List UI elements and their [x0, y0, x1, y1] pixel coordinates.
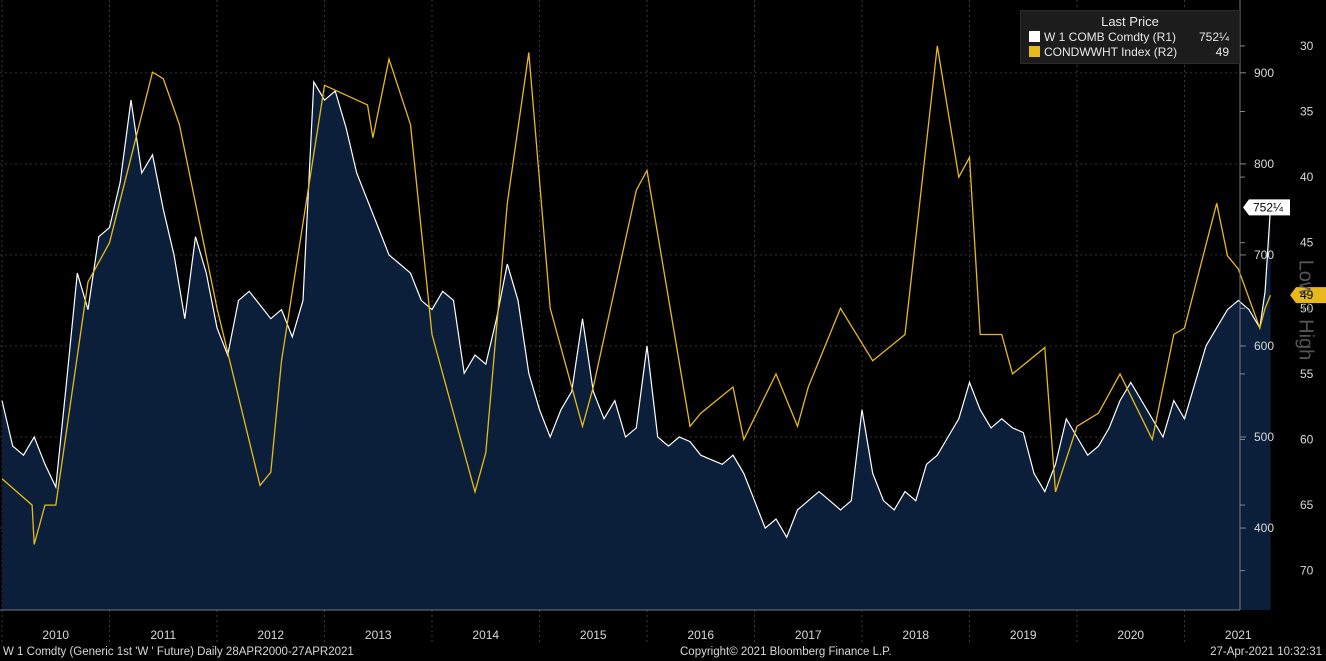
- r2-tick-label: 40: [1300, 170, 1314, 184]
- r2-tick-label: 70: [1300, 564, 1314, 578]
- last-price-tag-index: [1290, 287, 1326, 304]
- x-tick-label: 2017: [795, 628, 822, 642]
- x-tick-label: 2018: [902, 628, 929, 642]
- right-axis-r1: 400 500 600 700 800 900: [1240, 66, 1274, 535]
- legend-item-index-name: CONDWWHT Index (R2): [1044, 44, 1178, 59]
- r2-tick-label: 65: [1300, 498, 1314, 512]
- x-tick-label: 2021: [1225, 628, 1252, 642]
- footer-security-description: W 1 Comdty (Generic 1st 'W ' Future) Dai…: [3, 646, 354, 658]
- r2-tick-label: 55: [1300, 367, 1314, 381]
- r1-tick-label: 500: [1254, 430, 1274, 444]
- x-tick-label: 2020: [1117, 628, 1144, 642]
- legend: Last Price W 1 COMB Comdty (R1) 752¼ CON…: [1020, 10, 1240, 64]
- last-price-tag-price: [1243, 199, 1290, 216]
- r2-axis-title: Low = High: [1295, 260, 1317, 361]
- chart-canvas: 2010 2011 2012 2013 2014 2015 2016 2017 2018 2019…: [0, 0, 1326, 644]
- x-tick-label: 2012: [257, 628, 284, 642]
- r2-tick-label: 45: [1300, 236, 1314, 250]
- r1-tick-label: 900: [1254, 66, 1274, 80]
- r2-tick-label: 50: [1300, 301, 1314, 315]
- x-tick-label: 2013: [365, 628, 392, 642]
- r2-axis-title-text: Low = High: [1295, 260, 1317, 361]
- index-line-series: [1, 45, 1272, 545]
- price-area: [2, 81, 1271, 610]
- r1-tick-label: 400: [1254, 521, 1274, 535]
- r1-tick-label: 800: [1254, 157, 1274, 171]
- r1-tick-label: 700: [1254, 248, 1274, 262]
- x-tick-label: 2015: [580, 628, 607, 642]
- r1-tick-label: 600: [1254, 339, 1274, 353]
- r2-tick-label: 35: [1300, 105, 1314, 119]
- price-line-series: [1, 79, 1272, 539]
- last-price-tag-price-text: 752¼: [1253, 200, 1284, 214]
- x-axis: 2010 2011 2012 2013 2014 2015 2016 2017 2018 2019…: [42, 628, 1252, 642]
- legend-item-price-value: 752¼: [1198, 29, 1229, 44]
- footer: W 1 Comdty (Generic 1st 'W ' Future) Dai…: [0, 644, 1326, 661]
- x-tick-label: 2014: [472, 628, 499, 642]
- legend-swatch-index: [1029, 46, 1040, 57]
- legend-header: Last Price: [1101, 14, 1159, 29]
- x-tick-label: 2019: [1010, 628, 1037, 642]
- x-tick-label: 2011: [150, 628, 176, 642]
- r2-tick-label: 60: [1300, 432, 1314, 446]
- last-price-tags: 752¼ 49: [1243, 199, 1326, 304]
- x-tick-label: 2016: [687, 628, 714, 642]
- footer-copyright: Copyright© 2021 Bloomberg Finance L.P.: [680, 646, 892, 658]
- legend-swatch-price: [1029, 31, 1040, 42]
- r2-tick-label: 30: [1300, 39, 1314, 53]
- footer-timestamp: 27-Apr-2021 10:32:31: [1210, 646, 1322, 658]
- legend-item-index-value: 49: [1215, 44, 1229, 59]
- last-price-tag-index-text: 49: [1300, 288, 1314, 302]
- right-axis-r2: 30 35 40 45 50 55 60 65 70: [1240, 39, 1314, 578]
- legend-item-index: CONDWWHT Index (R2) 49: [1021, 44, 1239, 59]
- x-tick-label: 2010: [42, 628, 69, 642]
- legend-item-price: W 1 COMB Comdty (R1) 752¼: [1021, 29, 1239, 44]
- legend-item-price-name: W 1 COMB Comdty (R1): [1044, 29, 1177, 44]
